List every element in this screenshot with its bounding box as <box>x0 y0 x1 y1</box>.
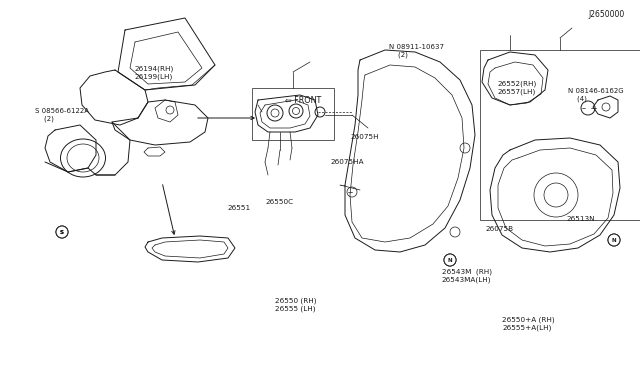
Text: 26513N: 26513N <box>566 217 595 222</box>
Text: N: N <box>448 257 452 263</box>
Circle shape <box>56 226 68 238</box>
Text: 26543M  (RH)
26543MA(LH): 26543M (RH) 26543MA(LH) <box>442 268 492 282</box>
Text: 26194(RH)
26199(LH): 26194(RH) 26199(LH) <box>134 65 173 80</box>
Circle shape <box>608 234 620 246</box>
Text: S: S <box>60 230 64 234</box>
Text: 26552(RH)
26557(LH): 26552(RH) 26557(LH) <box>498 80 537 94</box>
Text: 26551: 26551 <box>227 205 250 211</box>
Text: N 08146-6162G
    (4): N 08146-6162G (4) <box>568 88 624 102</box>
Text: S: S <box>60 230 64 234</box>
Circle shape <box>444 254 456 266</box>
Text: S 08566-6122A
    (2): S 08566-6122A (2) <box>35 108 89 122</box>
Bar <box>480 50 640 220</box>
Text: 26550 (RH)
26555 (LH): 26550 (RH) 26555 (LH) <box>275 298 317 312</box>
Text: N: N <box>612 237 616 243</box>
Text: N 08911-10637
    (2): N 08911-10637 (2) <box>389 44 444 58</box>
Bar <box>252 88 334 140</box>
Text: ⇐ FRONT: ⇐ FRONT <box>285 96 321 105</box>
Text: 26075H: 26075H <box>351 134 380 140</box>
Text: 26075B: 26075B <box>485 226 513 232</box>
Text: J2650000: J2650000 <box>589 10 625 19</box>
Text: 26075HA: 26075HA <box>331 159 365 165</box>
Text: 26550+A (RH)
26555+A(LH): 26550+A (RH) 26555+A(LH) <box>502 317 555 331</box>
Text: 26550C: 26550C <box>266 199 294 205</box>
